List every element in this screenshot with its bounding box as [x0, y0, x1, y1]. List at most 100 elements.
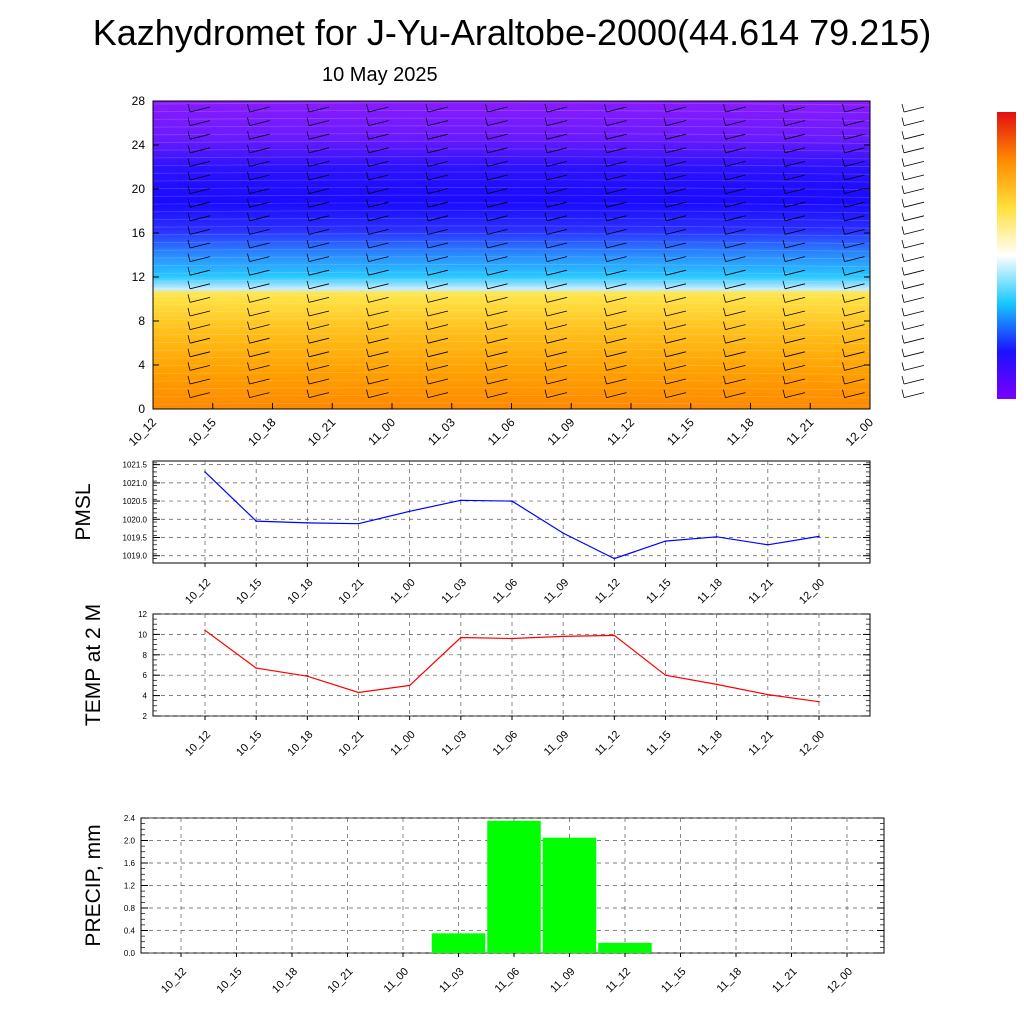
data-point	[715, 683, 718, 686]
wind-barb-flag	[366, 144, 369, 153]
wind-barb	[187, 131, 211, 140]
wind-barb-shaft	[844, 378, 865, 385]
wind-barb-shaft	[189, 283, 211, 290]
x-tick-label: 11_18	[724, 415, 757, 448]
wind-barb	[187, 185, 211, 194]
wind-barb	[425, 131, 449, 140]
wind-barb	[425, 348, 449, 358]
wind-barb-shaft	[606, 283, 627, 290]
wind-barb-shaft	[546, 283, 568, 290]
wind-barb-shaft	[784, 256, 806, 262]
wind-barb	[663, 335, 687, 344]
wind-barb	[425, 185, 449, 194]
wind-barb-shaft	[249, 188, 270, 194]
wind-barb-flag	[544, 103, 548, 113]
wind-barb	[366, 212, 389, 222]
wind-barb	[901, 158, 925, 167]
wind-barb-flag	[306, 226, 310, 235]
wind-barb-flag	[306, 335, 310, 344]
wind-barb-flag	[842, 199, 845, 208]
wind-barb-flag	[485, 389, 488, 398]
wind-barb-shaft	[368, 161, 389, 167]
y-tick-label: 1021.5	[123, 461, 148, 470]
wind-barb-flag	[425, 375, 429, 385]
wind-barb-flag	[663, 362, 667, 371]
wind-barb	[663, 389, 687, 398]
wind-barb-shaft	[189, 269, 211, 276]
wind-barb-flag	[842, 294, 845, 303]
wind-barb-shaft	[784, 297, 806, 303]
wind-barb-flag	[723, 239, 726, 249]
wind-barb-shaft	[368, 392, 389, 398]
y-tick-label: 1020.5	[123, 497, 148, 506]
wind-barb-shaft	[368, 365, 389, 371]
contour-line	[152, 217, 871, 221]
wind-barb-shaft	[844, 337, 865, 344]
wind-barb	[782, 267, 806, 276]
wind-barb-flag	[187, 294, 191, 303]
wind-barb-shaft	[606, 188, 627, 194]
wind-barb	[485, 212, 508, 222]
wind-barb	[485, 280, 508, 290]
wind-barb-flag	[663, 171, 667, 181]
wind-barb-flag	[187, 171, 191, 181]
wind-barb	[247, 362, 270, 371]
wind-barb	[663, 212, 687, 222]
wind-barb-shaft	[546, 269, 568, 276]
precip-bar	[542, 837, 597, 953]
y-tick-label: 4	[138, 358, 145, 372]
wind-barb-flag	[663, 294, 667, 303]
wind-barb-flag	[842, 239, 845, 249]
wind-barb	[366, 307, 389, 317]
wind-barb	[187, 335, 211, 344]
contour-line	[152, 364, 871, 368]
wind-barb	[306, 253, 330, 262]
x-tick-label: 12_00	[797, 729, 827, 759]
wind-barb	[247, 226, 270, 235]
wind-barb	[723, 103, 746, 113]
wind-barb	[663, 185, 687, 194]
y-tick-label: 16	[132, 226, 146, 240]
x-tick-label: 10_12	[159, 966, 189, 996]
wind-barb-shaft	[725, 365, 746, 371]
wind-barb-shaft	[308, 269, 330, 276]
wind-barb-shaft	[844, 269, 865, 276]
x-tick-label: 11_06	[485, 415, 518, 448]
wind-barb	[723, 144, 746, 154]
wind-barb-shaft	[784, 392, 806, 398]
wind-barb-flag	[544, 239, 548, 249]
wind-barb	[604, 117, 627, 126]
wind-barb-flag	[842, 389, 845, 398]
contour-line	[152, 379, 871, 383]
wind-barb	[425, 280, 449, 290]
wind-barb-shaft	[487, 229, 508, 235]
wind-barb-shaft	[427, 242, 449, 249]
wind-barb-flag	[425, 253, 429, 262]
wind-barb-shaft	[844, 283, 865, 290]
wind-barb	[247, 375, 270, 385]
y-axis-label: PRECIP, mm	[82, 824, 105, 946]
wind-barb-shaft	[308, 215, 330, 222]
wind-barb-shaft	[487, 392, 508, 398]
wind-barb	[842, 294, 865, 303]
wind-barb-flag	[366, 294, 369, 303]
wind-barb-shaft	[487, 351, 508, 358]
wind-barb-shaft	[189, 147, 211, 154]
wind-barb-flag	[842, 226, 845, 235]
wind-barb-flag	[306, 280, 310, 289]
wind-barb-shaft	[725, 161, 746, 167]
wind-barb-flag	[544, 267, 548, 276]
wind-barb	[247, 294, 270, 303]
wind-barb-flag	[723, 226, 726, 235]
wind-barb	[901, 239, 925, 249]
wind-barb-flag	[247, 117, 250, 126]
wind-barb	[544, 348, 568, 358]
wind-barb-flag	[663, 389, 667, 398]
wind-barb-shaft	[844, 120, 865, 126]
wind-barb-flag	[485, 117, 488, 126]
wind-barb-shaft	[903, 310, 925, 317]
wind-barb-shaft	[249, 120, 270, 126]
wind-barb-shaft	[189, 324, 211, 330]
wind-barb-flag	[187, 226, 191, 235]
wind-barb	[604, 103, 627, 113]
